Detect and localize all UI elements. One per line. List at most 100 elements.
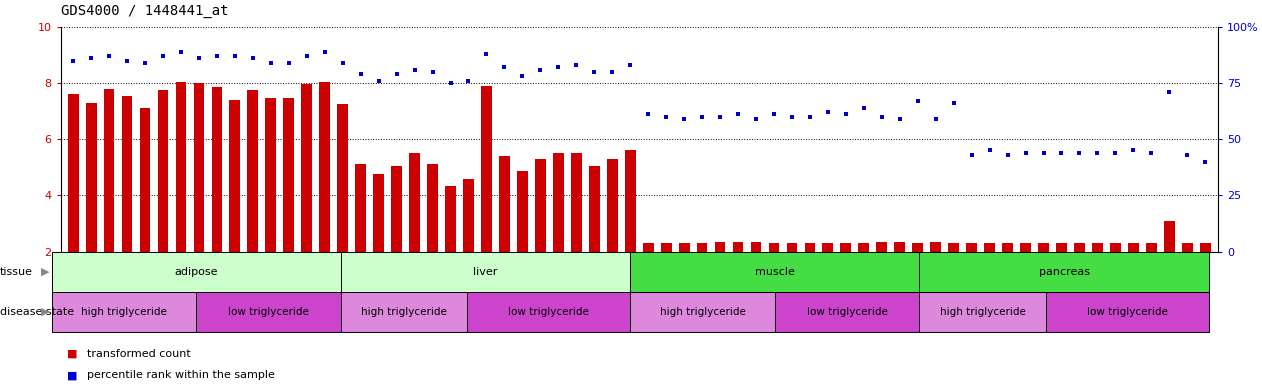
Point xyxy=(907,98,928,104)
Text: percentile rank within the sample: percentile rank within the sample xyxy=(87,370,275,380)
Text: low triglyceride: low triglyceride xyxy=(509,307,589,317)
Point xyxy=(567,62,587,68)
Point xyxy=(1160,89,1180,95)
Text: high triglyceride: high triglyceride xyxy=(361,307,447,317)
Bar xyxy=(589,166,599,252)
Bar xyxy=(630,252,920,292)
Text: disease state: disease state xyxy=(0,307,74,317)
Point xyxy=(639,111,659,118)
Point xyxy=(279,60,299,66)
Point xyxy=(225,53,245,59)
Bar xyxy=(68,94,78,252)
Point xyxy=(98,53,119,59)
Bar xyxy=(775,292,920,332)
Bar xyxy=(805,243,815,252)
Point xyxy=(1106,150,1126,156)
Point xyxy=(890,116,910,122)
Bar xyxy=(265,98,276,252)
Bar xyxy=(409,153,420,252)
Bar xyxy=(427,164,438,252)
Point xyxy=(800,114,820,120)
Point xyxy=(170,48,191,55)
Bar xyxy=(823,243,833,252)
Bar xyxy=(625,151,636,252)
Point xyxy=(1141,150,1161,156)
Point xyxy=(495,64,515,70)
Bar xyxy=(158,90,168,252)
Bar xyxy=(86,103,96,252)
Bar xyxy=(570,153,582,252)
Bar xyxy=(697,243,708,252)
Bar xyxy=(1002,243,1013,252)
Point xyxy=(584,69,604,75)
Point xyxy=(1088,150,1108,156)
Bar xyxy=(1146,243,1157,252)
Point xyxy=(656,114,676,120)
Bar xyxy=(840,243,852,252)
Bar xyxy=(196,292,341,332)
Bar xyxy=(948,243,959,252)
Bar xyxy=(212,87,222,252)
Bar xyxy=(341,292,467,332)
Point xyxy=(530,66,550,73)
Point xyxy=(207,53,227,59)
Point xyxy=(548,64,568,70)
Text: ■: ■ xyxy=(67,349,77,359)
Point xyxy=(476,51,496,57)
Bar xyxy=(391,166,403,252)
Bar xyxy=(247,90,259,252)
Bar xyxy=(121,96,133,252)
Bar xyxy=(1164,221,1175,252)
Point xyxy=(386,71,406,77)
Text: high triglyceride: high triglyceride xyxy=(660,307,746,317)
Point xyxy=(925,116,945,122)
Point xyxy=(944,100,964,106)
Point xyxy=(853,105,873,111)
Text: muscle: muscle xyxy=(755,266,795,277)
Bar xyxy=(1200,243,1210,252)
Bar xyxy=(1039,243,1049,252)
Point xyxy=(1034,150,1054,156)
Point xyxy=(1195,159,1215,165)
Text: ■: ■ xyxy=(67,370,77,380)
Bar xyxy=(319,82,331,252)
Point xyxy=(242,55,262,61)
Point xyxy=(117,58,138,64)
Bar xyxy=(553,153,564,252)
Bar xyxy=(193,83,204,252)
Bar xyxy=(607,159,617,252)
Bar xyxy=(769,243,780,252)
Point xyxy=(369,78,389,84)
Point xyxy=(764,111,784,118)
Point xyxy=(63,58,83,64)
Point xyxy=(135,60,155,66)
Point xyxy=(711,114,731,120)
Point xyxy=(746,116,766,122)
Point xyxy=(297,53,317,59)
Point xyxy=(997,152,1017,158)
Bar xyxy=(284,98,294,252)
Bar xyxy=(912,243,923,252)
Point xyxy=(979,147,1000,154)
Bar xyxy=(140,108,150,252)
Point xyxy=(405,66,425,73)
Point xyxy=(512,73,533,79)
Text: transformed count: transformed count xyxy=(87,349,191,359)
Point xyxy=(440,80,461,86)
Point xyxy=(1069,150,1089,156)
Bar xyxy=(630,292,775,332)
Bar xyxy=(175,82,187,252)
Bar xyxy=(876,242,887,252)
Point xyxy=(728,111,748,118)
Bar xyxy=(920,252,1209,292)
Point xyxy=(872,114,892,120)
Bar xyxy=(661,243,671,252)
Bar xyxy=(517,172,528,252)
Bar xyxy=(445,185,456,252)
Bar xyxy=(341,252,630,292)
Point xyxy=(81,55,101,61)
Point xyxy=(1123,147,1143,154)
Bar xyxy=(751,242,761,252)
Bar xyxy=(714,242,726,252)
Text: pancreas: pancreas xyxy=(1039,266,1089,277)
